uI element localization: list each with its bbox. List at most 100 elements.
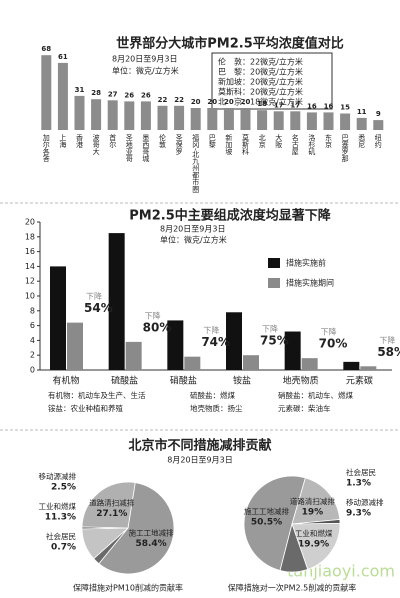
x-tick-label: 有机物: [52, 375, 79, 387]
x-tick-label: 巴黎: [208, 134, 216, 148]
x-tick-label: 上海: [59, 133, 67, 149]
bar: [290, 111, 301, 130]
reduction-label: 下降: [379, 335, 395, 345]
legend-swatch: [268, 258, 280, 268]
callout-text: 新加坡：20微克/立方米: [218, 77, 303, 87]
reduction-label: 下降: [262, 324, 278, 334]
note: 硝酸盐：机动车、燃煤: [278, 390, 353, 400]
y-tick-label: 12: [25, 277, 35, 286]
bar: [207, 108, 218, 130]
bar: [157, 105, 168, 130]
slice-label: 移动源减排: [346, 497, 384, 507]
bar: [167, 320, 184, 370]
reduction-label: 下降: [145, 310, 161, 320]
value-label: 20: [224, 98, 234, 106]
unit: 单位：微克/立方米: [160, 235, 227, 245]
callout-text: 北 京：18微克/立方米: [218, 97, 303, 107]
pie-caption: 保障措施对一次PM2.5削减的贡献率: [228, 583, 356, 593]
value-label: 9: [376, 110, 381, 118]
value-label: 68: [41, 45, 51, 53]
value-label: 22: [174, 96, 184, 104]
reduction-label: 下降: [321, 327, 337, 337]
slice-label: 施工工地减排: [244, 506, 289, 516]
value-label: 16: [307, 102, 317, 110]
reduction-value: 80%: [143, 320, 172, 334]
value-label: 16: [324, 102, 334, 110]
pie-slice: [98, 482, 175, 575]
value-label: 11: [357, 108, 367, 116]
x-tick-label: 莫斯科: [242, 133, 250, 156]
bar: [301, 358, 318, 370]
x-tick-label: 硝酸盐: [170, 375, 197, 387]
y-tick-label: 4: [30, 336, 35, 345]
pie-slice: [291, 477, 341, 525]
slice-value: 1.3%: [346, 479, 371, 489]
legend-swatch: [268, 278, 280, 288]
bar: [273, 111, 284, 130]
bar: [67, 322, 83, 370]
bar: [91, 99, 102, 130]
x-tick-label: 伦敦: [159, 133, 167, 149]
value-label: 22: [158, 96, 168, 104]
slice-value: 19.9%: [298, 540, 329, 550]
slice-label: 社会居民: [46, 531, 76, 541]
bar: [306, 112, 317, 130]
reduction-label: 下降: [203, 325, 219, 335]
legend-label: 措施实施期间: [286, 278, 334, 288]
bar: [284, 331, 301, 370]
y-tick-label: 16: [25, 247, 35, 256]
reduction-value: 75%: [260, 334, 289, 348]
y-tick-label: 2: [30, 351, 35, 360]
reduction-value: 58%: [377, 345, 400, 359]
bar: [356, 117, 367, 130]
callout-text: 伦 敦：22微克/立方米: [218, 57, 303, 67]
legend-label: 措施实施前: [286, 258, 326, 268]
bar: [174, 105, 185, 130]
note: 硫酸盐：燃煤: [190, 390, 235, 400]
x-tick-label: 纽约: [374, 133, 382, 149]
bar: [373, 120, 384, 130]
x-tick-label: 铵盐: [233, 375, 251, 387]
slice-label: 移动源减排: [39, 471, 77, 481]
chart-title: 北京市不同措施减排贡献: [128, 438, 271, 454]
x-tick-label: 名古屋: [291, 133, 299, 156]
note: 元素碳：柴油车: [278, 403, 331, 413]
slice-label: 工业和燃煤: [295, 528, 333, 538]
bar: [108, 233, 125, 370]
x-tick-label: 墨西哥城: [142, 134, 150, 163]
value-label: 26: [141, 91, 151, 99]
slice-value: 58.4%: [135, 539, 166, 549]
callout-box: [211, 52, 333, 110]
subtitle: 8月20日至9月3日: [112, 55, 177, 64]
y-tick-label: 18: [25, 232, 35, 241]
bar: [240, 108, 251, 130]
bar: [125, 341, 142, 370]
pie-slice: [279, 522, 309, 573]
note: 有机物：机动车及生产、生活: [48, 390, 146, 400]
value-label: 20: [191, 98, 201, 106]
value-label: 28: [91, 89, 101, 97]
bar: [343, 361, 360, 370]
chart-title: 世界部分大城市PM2.5平均浓度值对比: [116, 36, 344, 52]
reduction-value: 70%: [319, 337, 348, 351]
bar: [223, 108, 234, 130]
x-tick-label: 波哥大: [92, 133, 100, 156]
bar: [50, 266, 66, 370]
value-label: 61: [58, 53, 68, 61]
y-tick-label: 0: [30, 366, 35, 375]
slice-value: 27.1%: [96, 509, 127, 519]
bar: [190, 108, 201, 130]
slice-value: 19%: [302, 508, 324, 518]
bar: [323, 112, 334, 130]
x-tick-label: 悉尼: [358, 133, 366, 149]
bar: [107, 100, 118, 130]
reduction-value: 54%: [84, 301, 113, 315]
y-tick-label: 8: [30, 306, 35, 315]
bar: [57, 62, 68, 130]
unit: 单位：微克/立方米: [112, 66, 179, 76]
x-tick-label: 香港: [76, 133, 84, 149]
callout-text: 莫斯科：20微克/立方米: [218, 87, 303, 97]
pie-caption: 保障措施对PM10削减的贡献率: [73, 583, 183, 593]
bar: [124, 101, 135, 130]
